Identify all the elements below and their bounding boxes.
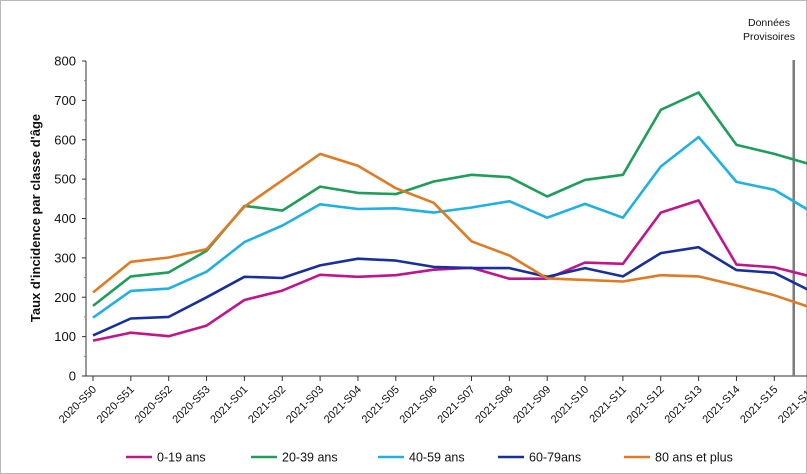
series-line-60-79ans — [92, 245, 807, 337]
x-tick-label: 2021-S08 — [473, 384, 515, 426]
series-lines — [92, 91, 807, 342]
legend-label-20-39-ans: 20-39 ans — [282, 451, 338, 465]
y-tick-label: 0 — [69, 369, 76, 384]
x-tick-label: 2021-S12 — [625, 384, 667, 426]
legend-label-0-19-ans: 0-19 ans — [157, 451, 206, 465]
series-line-40-59-ans — [92, 135, 807, 319]
x-tick-label: 2021-S07 — [435, 384, 477, 426]
y-tick-label: 400 — [54, 211, 76, 226]
y-tick-label: 800 — [54, 54, 76, 69]
x-tick-label: 2021-S11 — [587, 384, 629, 426]
y-tick-label: 700 — [54, 93, 76, 108]
x-tick-label: 2021-S06 — [398, 384, 440, 426]
y-axis-title: Taux d'incidence par classe d'âge — [28, 114, 43, 322]
x-axis: 2020-S502020-S512020-S522020-S532021-S01… — [57, 375, 807, 426]
x-tick-label: 2020-S53 — [170, 384, 212, 426]
x-tick-label: 2021-S15 — [738, 384, 780, 426]
provisional-marker: Données Provisoires — [743, 17, 795, 376]
legend: 0-19 ans 20-39 ans 40-59 ans 60-79ans 80 ans… — [126, 451, 733, 465]
y-tick-label: 500 — [54, 172, 76, 187]
x-tick-label: 2021-S16 — [776, 384, 807, 426]
x-tick-label: 2021-S09 — [511, 384, 553, 426]
x-tick-label: 2020-S50 — [57, 384, 99, 426]
y-tick-label: 100 — [54, 329, 76, 344]
y-tick-label: 600 — [54, 132, 76, 147]
x-tick-label: 2021-S05 — [360, 384, 402, 426]
annotation-line2: Provisoires — [743, 31, 795, 43]
y-tick-label: 300 — [54, 250, 76, 265]
x-tick-label: 2021-S10 — [549, 384, 591, 426]
x-tick-label: 2021-S02 — [246, 384, 288, 426]
x-tick-label: 2021-S14 — [700, 384, 742, 426]
x-tick-label: 2020-S51 — [95, 384, 137, 426]
y-axis: 0 100 200 300 400 500 600 700 800 — [54, 54, 87, 384]
series-line-80-ans-et-plus — [92, 152, 807, 308]
x-tick-label: 2021-S01 — [208, 384, 250, 426]
x-tick-label: 2021-S04 — [322, 384, 364, 426]
legend-label-80-ans-et-plus: 80 ans et plus — [655, 451, 733, 465]
x-tick-label: 2021-S13 — [662, 384, 704, 426]
x-tick-label: 2020-S52 — [133, 384, 175, 426]
y-tick-label: 200 — [54, 290, 76, 305]
annotation-line1: Données — [748, 17, 790, 29]
x-tick-label: 2021-S03 — [284, 384, 326, 426]
legend-label-60-79ans: 60-79ans — [529, 451, 581, 465]
legend-label-40-59-ans: 40-59 ans — [409, 451, 465, 465]
series-line-0-19-ans — [92, 199, 807, 342]
